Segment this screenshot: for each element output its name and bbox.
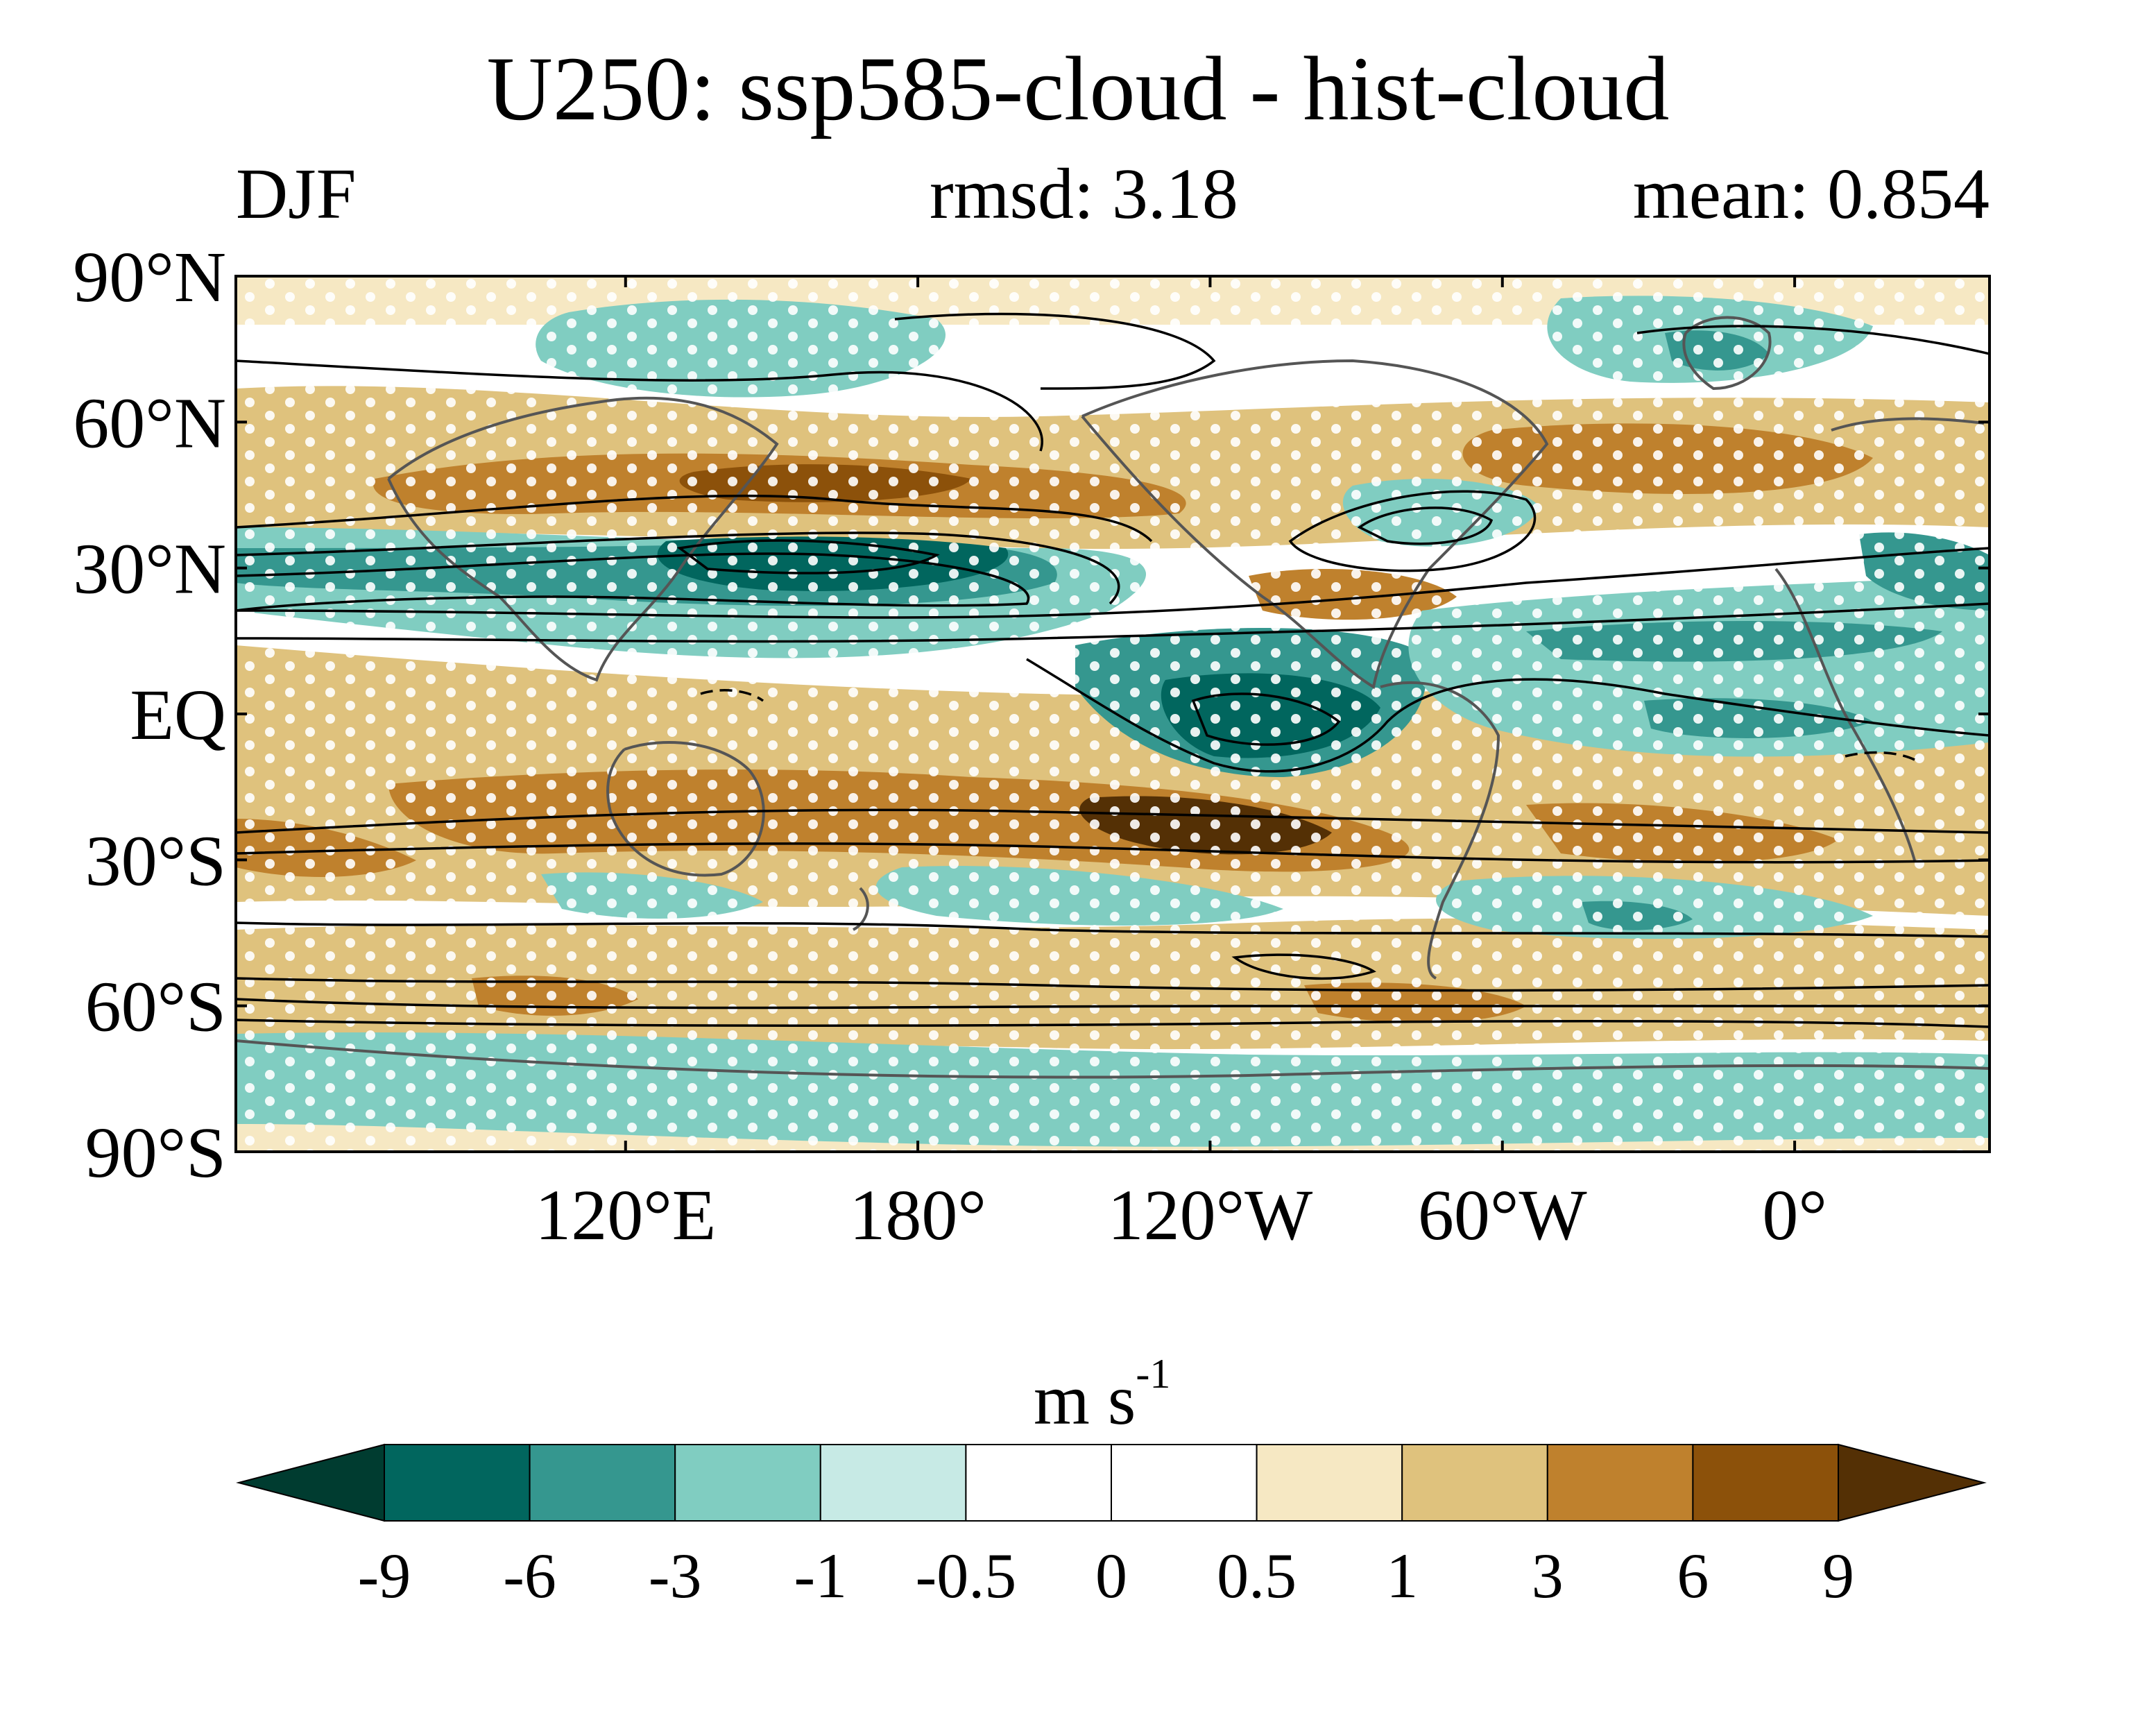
contour-jet-core (676, 539, 940, 574)
contour-nh-2 (236, 494, 1153, 543)
colorbar-bin (674, 1444, 821, 1522)
coastline-antarctica (236, 1039, 1990, 1079)
contour-na-high-3 (1636, 325, 1990, 355)
units-exponent: -1 (1136, 1351, 1171, 1397)
colorbar-tick-label: -9 (358, 1540, 411, 1611)
colorbar-bin (965, 1444, 1113, 1522)
colorbar-bin (384, 1444, 531, 1522)
lat-tick-label: 60°N (73, 383, 226, 463)
colorbar-tick-label: 0 (1095, 1540, 1127, 1611)
contour-nh-6 (236, 602, 1990, 643)
coastline-new-zealand (852, 887, 869, 931)
colorbar: -9 -6 -3 -1 -0.5 0 0.5 1 3 6 9 (236, 1443, 1987, 1611)
contour-sh-dashed-1 (1845, 751, 1915, 761)
contour-sh-4 (236, 977, 1990, 992)
contour-sh-dashed-2 (700, 689, 764, 702)
colorbar-extend-high (1838, 1443, 1987, 1522)
contour-sh-6 (236, 1019, 1990, 1028)
contour-sh-2 (236, 842, 1990, 864)
colorbar-bin (529, 1444, 676, 1522)
colorbar-tick-label: -6 (503, 1540, 556, 1611)
contour-tropical-1 (1026, 658, 1990, 773)
season-label: DJF (236, 154, 357, 234)
lat-tick-label: 90°N (73, 237, 226, 317)
anomaly-field (236, 276, 1990, 1152)
contour-nh-5 (236, 547, 1990, 619)
contour-nh-4 (236, 552, 1030, 612)
contour-nh-1 (236, 359, 1043, 452)
lat-tick-label: 60°S (85, 967, 226, 1047)
mean-label: mean: 0.854 (1632, 154, 1990, 234)
contour-nh-3 (236, 531, 1120, 605)
colorbar-tick-label: 1 (1386, 1540, 1418, 1611)
contour-tropical-2 (1191, 692, 1341, 746)
colorbar-tick-label: 6 (1677, 1540, 1709, 1611)
lon-tick-label: 120°E (535, 1175, 716, 1255)
colorbar-units: m s-1 (1034, 1353, 1170, 1436)
contour-sh-1 (236, 808, 1990, 834)
contour-sh-small (1231, 953, 1376, 980)
colorbar-tick-label: 0.5 (1217, 1540, 1297, 1611)
colorbar-tick-label: -3 (649, 1540, 702, 1611)
contour-na-high-2 (1357, 506, 1494, 545)
contour-na-high-1 (1288, 490, 1537, 572)
lat-tick-label: 90°S (85, 1113, 226, 1193)
lat-tick-label: EQ (130, 675, 226, 755)
colorbar-tick-label: 3 (1532, 1540, 1564, 1611)
contour-arctic (894, 312, 1216, 390)
rmsd-label: rmsd: 3.18 (930, 154, 1238, 234)
longitude-axis: 120°E 180° 120°W 60°W 0° (535, 276, 1827, 1255)
coastline-greenland (1682, 316, 1772, 391)
climatology-contours (236, 312, 1990, 1028)
colorbar-bin (1256, 1444, 1403, 1522)
colorbar-bin (1401, 1444, 1548, 1522)
colorbar-bin (1692, 1444, 1839, 1522)
colorbar-bin (1111, 1444, 1258, 1522)
colorbar-tick-label: -1 (794, 1540, 847, 1611)
colorbar-bin (1546, 1444, 1694, 1522)
lon-tick-label: 180° (849, 1175, 986, 1255)
coastline-australia (606, 741, 765, 877)
lon-tick-label: 60°W (1418, 1175, 1587, 1255)
units-base: m s (1034, 1360, 1136, 1440)
colorbar-extend-low (236, 1443, 385, 1522)
coastline-europe-africa (1774, 417, 1985, 861)
lon-tick-label: 0° (1762, 1175, 1827, 1255)
coastlines (236, 316, 1990, 1079)
colorbar-tick-label: 9 (1822, 1540, 1854, 1611)
colorbar-bin (819, 1444, 967, 1522)
lon-tick-label: 120°W (1108, 1175, 1313, 1255)
coastline-north-america (1081, 359, 1549, 690)
figure-title: U250: ssp585-cloud - hist-cloud (486, 37, 1670, 139)
colorbar-tick-label: -0.5 (916, 1540, 1017, 1611)
lat-tick-label: 30°N (73, 529, 226, 609)
latitude-axis: 90°N 60°N 30°N EQ 30°S 60°S 90°S (73, 237, 1990, 1193)
lat-tick-label: 30°S (85, 821, 226, 901)
contour-sh-5 (236, 998, 1990, 1010)
contour-sh-3 (236, 921, 1990, 938)
